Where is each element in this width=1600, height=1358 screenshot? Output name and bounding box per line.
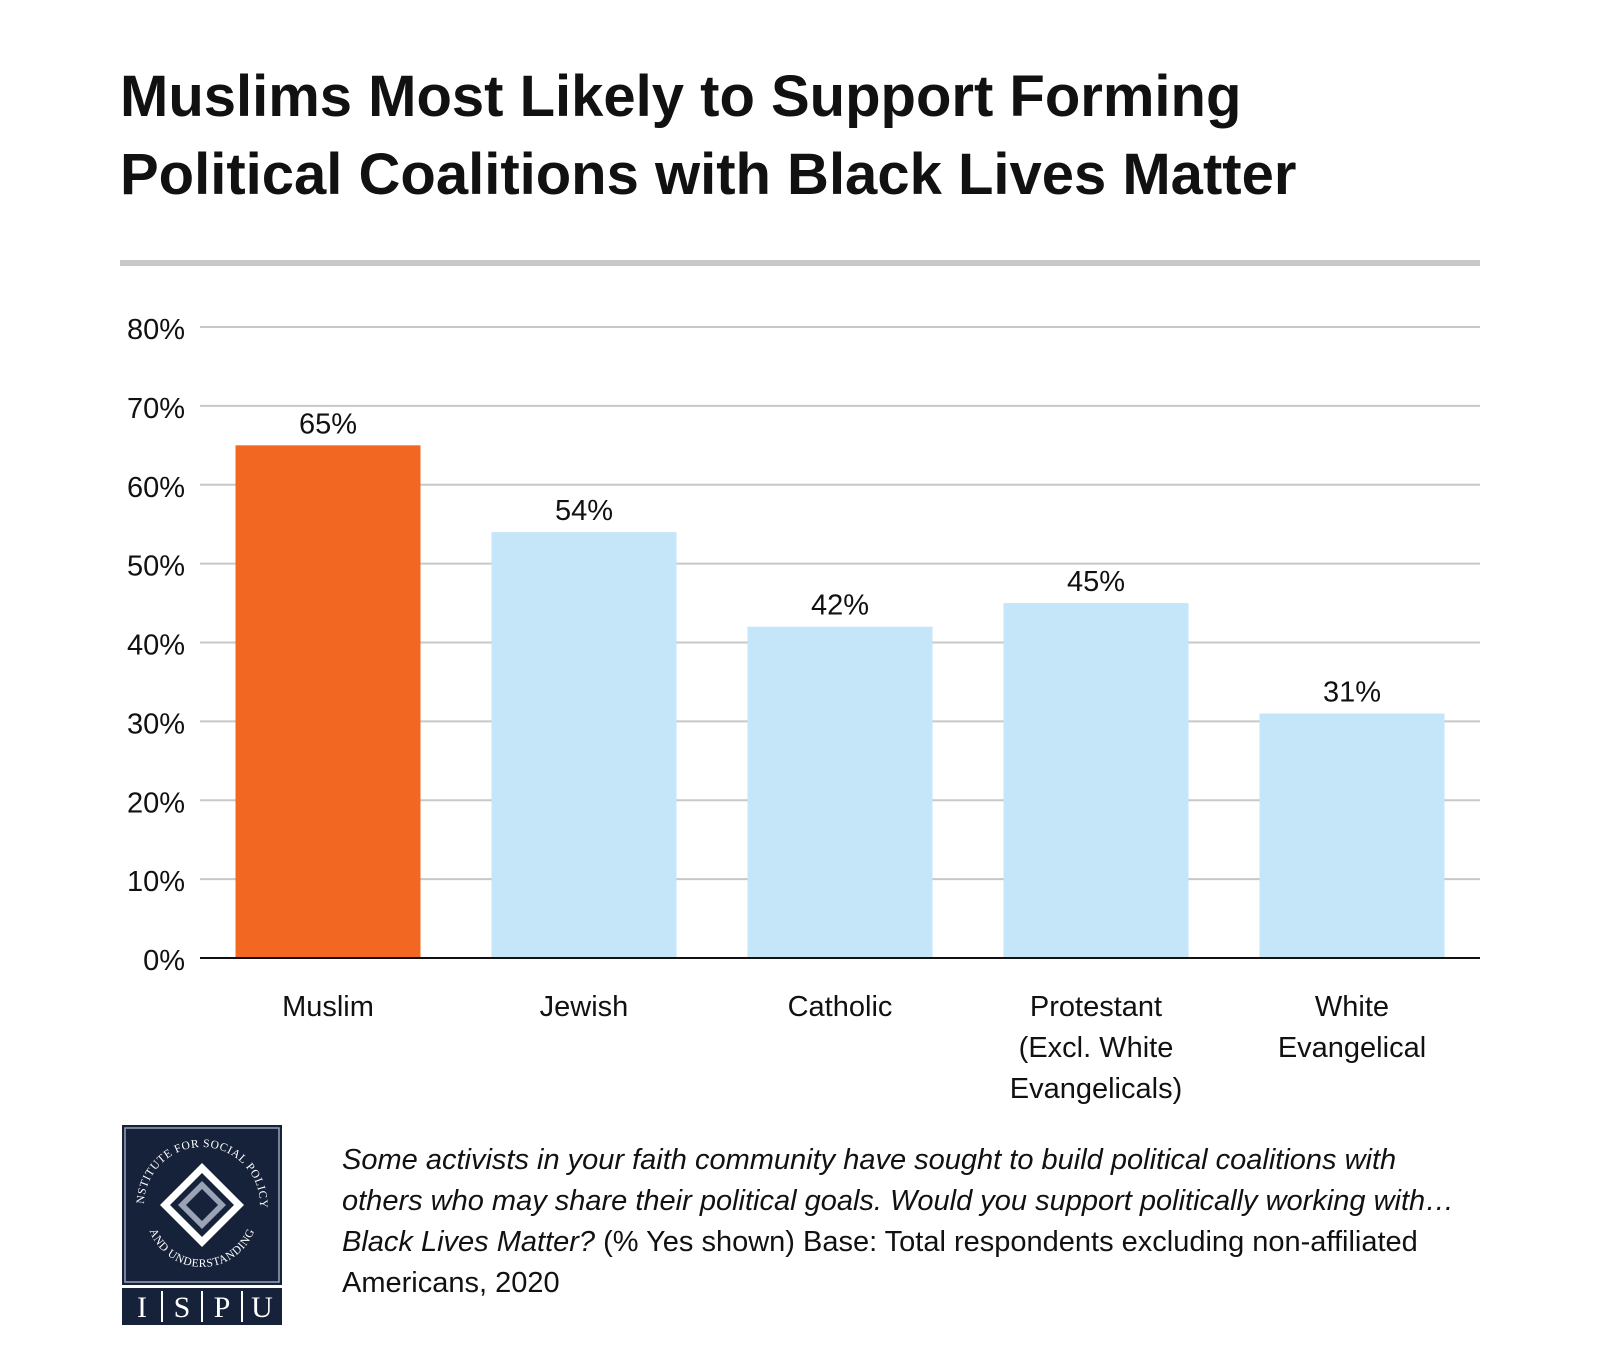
y-tick-label: 10% bbox=[127, 866, 185, 898]
y-tick-label: 0% bbox=[143, 945, 185, 977]
y-tick-label: 60% bbox=[127, 472, 185, 504]
ispu-logo: INSTITUTE FOR SOCIAL POLICY AND UNDERSTA… bbox=[122, 1125, 282, 1325]
logo-letter-i: I bbox=[137, 1291, 147, 1324]
logo-letter-s: S bbox=[174, 1291, 191, 1324]
y-tick-label: 40% bbox=[127, 630, 185, 662]
bar bbox=[1259, 713, 1445, 958]
bar bbox=[1003, 603, 1189, 958]
caption-note: (% Yes shown) Base: Total respondents ex… bbox=[342, 1226, 1418, 1299]
y-tick-label: 50% bbox=[127, 551, 185, 583]
title-divider bbox=[120, 260, 1480, 266]
title-line-1: Muslims Most Likely to Support Forming bbox=[120, 64, 1242, 129]
x-category-label: Protestant bbox=[1030, 991, 1162, 1023]
x-category-label: Muslim bbox=[282, 991, 374, 1023]
x-category-label: Jewish bbox=[540, 991, 629, 1023]
x-category-label: White bbox=[1315, 991, 1389, 1023]
data-label: 65% bbox=[299, 408, 357, 440]
logo-letter-u: U bbox=[251, 1291, 273, 1324]
y-tick-label: 80% bbox=[127, 314, 185, 346]
x-category-label: Evangelicals) bbox=[1010, 1073, 1182, 1105]
y-tick-label: 20% bbox=[127, 787, 185, 819]
survey-question: Some activists in your faith community h… bbox=[342, 1144, 1455, 1258]
chart-title: Muslims Most Likely to Support Forming P… bbox=[120, 58, 1480, 214]
chart-caption: Some activists in your faith community h… bbox=[342, 1140, 1482, 1304]
data-label: 45% bbox=[1067, 566, 1125, 598]
bar-chart: 0% 10% 20% 30% 40% 50% 60% 70% 80% 65% Muslim 54% Je… bbox=[127, 314, 1480, 1105]
data-label: 42% bbox=[811, 590, 869, 622]
y-tick-label: 30% bbox=[127, 708, 185, 740]
y-tick-label: 70% bbox=[127, 393, 185, 425]
logo-diamond-inner bbox=[186, 1189, 218, 1221]
bar bbox=[491, 532, 677, 958]
bar bbox=[747, 626, 933, 958]
data-label: 31% bbox=[1323, 676, 1381, 708]
title-line-2: Political Coalitions with Black Lives Ma… bbox=[120, 142, 1297, 207]
x-category-label: (Excl. White bbox=[1019, 1032, 1174, 1064]
x-category-label: Evangelical bbox=[1278, 1032, 1426, 1064]
data-label: 54% bbox=[555, 495, 613, 527]
bar bbox=[235, 445, 421, 958]
logo-letter-p: P bbox=[214, 1291, 231, 1324]
x-category-label: Catholic bbox=[788, 991, 893, 1023]
